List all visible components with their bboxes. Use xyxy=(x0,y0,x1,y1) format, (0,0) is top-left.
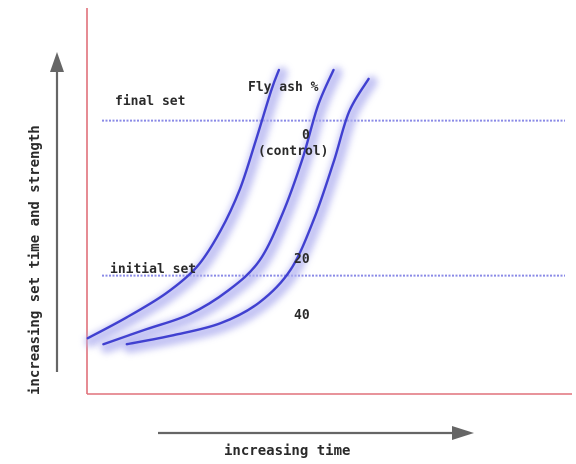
series-sublabel-0: (control) xyxy=(258,144,328,159)
curve-glow-0 xyxy=(84,67,288,348)
y-axis-arrow xyxy=(50,52,64,372)
final-set-label: final set xyxy=(115,94,185,109)
curve-glow-40 xyxy=(123,75,378,354)
reference-lines xyxy=(102,119,565,277)
x-axis-arrow xyxy=(158,426,474,440)
x-axis-label: increasing time xyxy=(224,443,350,459)
curve-40 xyxy=(125,77,370,346)
legend-title: Fly ash % xyxy=(248,80,319,95)
series-label-40: 40 xyxy=(294,308,310,323)
initial-set-label: initial set xyxy=(110,262,196,277)
curves xyxy=(84,67,378,354)
series-label-0: 0 xyxy=(302,128,310,143)
curve-0 xyxy=(86,68,281,340)
series-label-20: 20 xyxy=(294,252,310,267)
y-axis-label: increasing set time and strength xyxy=(27,125,43,395)
curve-20 xyxy=(102,68,335,346)
curve-glow-20 xyxy=(100,67,343,354)
